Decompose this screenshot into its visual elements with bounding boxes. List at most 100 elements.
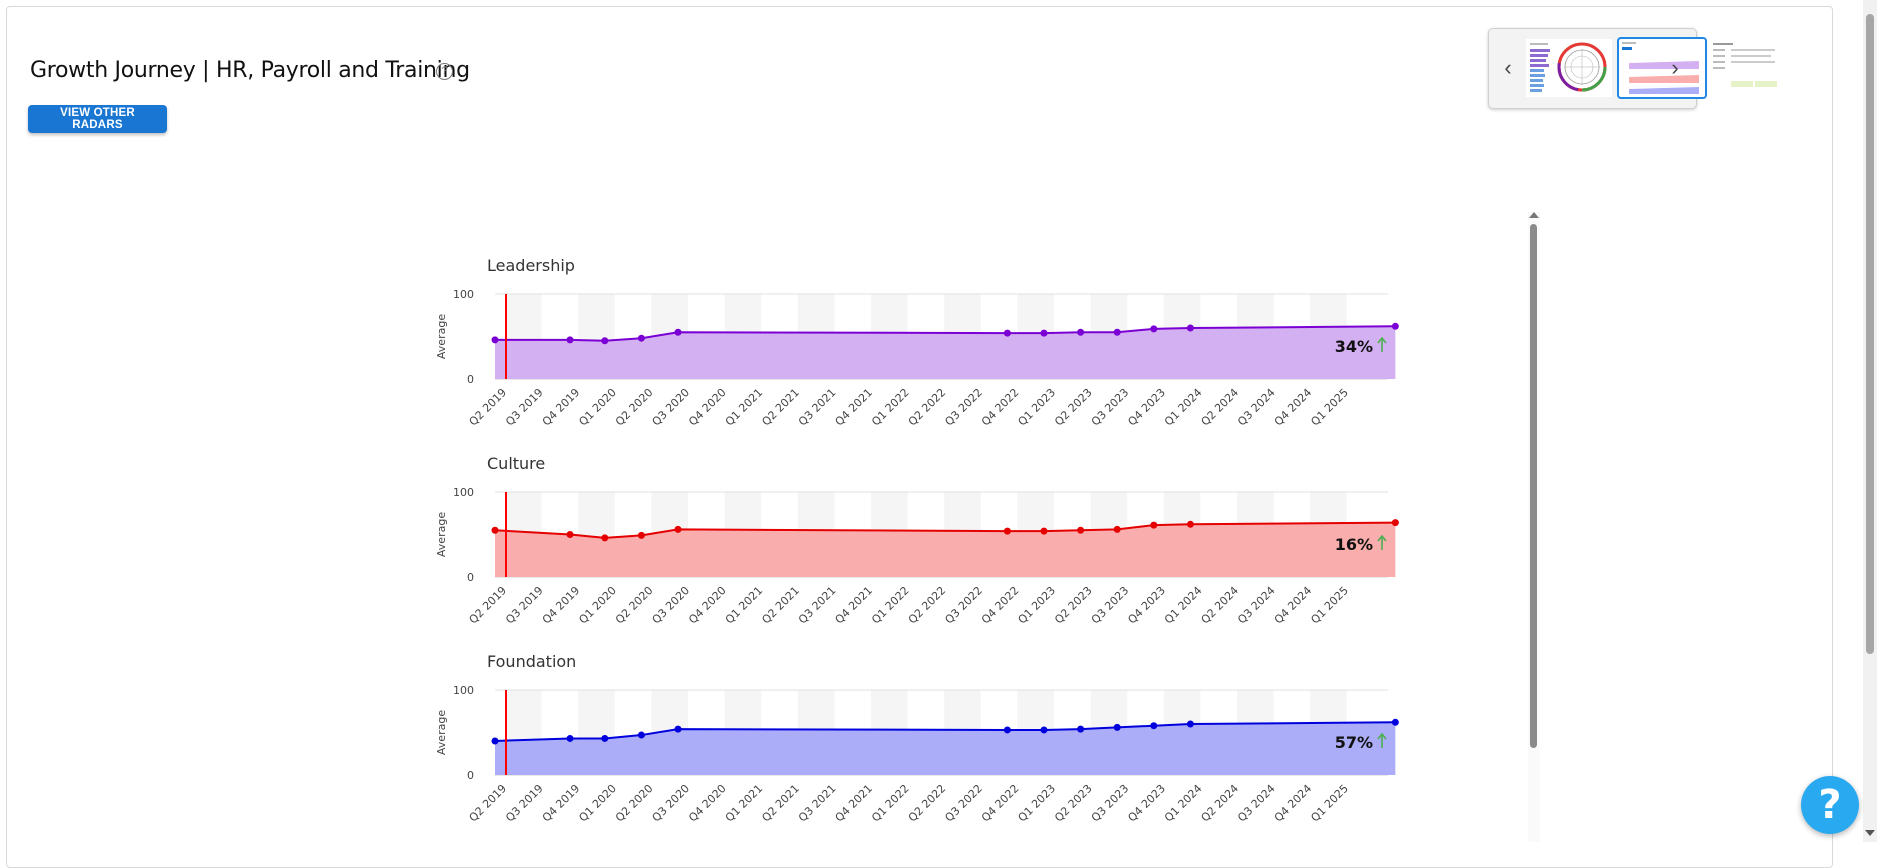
- scroll-down-icon[interactable]: [1865, 830, 1875, 836]
- x-tick-label: Q2 2020: [613, 386, 656, 429]
- data-point: [491, 526, 499, 534]
- chart-title: Culture: [487, 454, 545, 473]
- data-point: [1391, 519, 1399, 527]
- x-tick-label: Q1 2024: [1162, 782, 1205, 825]
- data-point: [601, 734, 609, 742]
- thumbnail-radar-overview[interactable]: [1526, 39, 1612, 97]
- data-point: [1040, 329, 1048, 337]
- radar-carousel: ‹: [1488, 28, 1781, 109]
- x-tick-label: Q3 2024: [1235, 584, 1278, 627]
- x-tick-label: Q4 2022: [979, 782, 1022, 825]
- x-tick-label: Q4 2019: [540, 386, 583, 429]
- x-tick-label: Q4 2023: [1125, 386, 1168, 429]
- x-tick-label: Q2 2019: [467, 584, 510, 627]
- x-tick-label: Q3 2022: [942, 782, 985, 825]
- x-tick-label: Q3 2019: [503, 386, 546, 429]
- x-tick-label: Q3 2021: [796, 782, 839, 825]
- x-tick-label: Q1 2020: [576, 782, 619, 825]
- series-line: [495, 325, 1396, 342]
- x-tick-label: Q3 2020: [650, 386, 693, 429]
- growth-thumbnail-image: [1622, 42, 1699, 94]
- help-icon[interactable]: ?: [436, 63, 453, 80]
- x-tick-label: Q2 2021: [759, 584, 802, 627]
- arrow-up-icon: [1377, 534, 1387, 542]
- x-tick-label: Q1 2023: [1016, 584, 1059, 627]
- chevron-left-icon[interactable]: ‹: [1504, 55, 1512, 80]
- x-tick-label: Q2 2022: [906, 386, 949, 429]
- chart-title: Foundation: [487, 652, 576, 671]
- x-tick-label: Q3 2021: [796, 386, 839, 429]
- x-tick-label: Q3 2020: [650, 782, 693, 825]
- data-point: [674, 725, 682, 733]
- x-tick-label: Q1 2020: [576, 386, 619, 429]
- change-percentage: 57%: [1335, 733, 1373, 752]
- x-tick-label: Q3 2023: [1089, 782, 1132, 825]
- data-point: [1003, 527, 1011, 535]
- data-point: [1040, 527, 1048, 535]
- x-tick-label: Q1 2024: [1162, 386, 1205, 429]
- x-tick-label: Q1 2022: [869, 386, 912, 429]
- page-title: Growth Journey | HR, Payroll and Trainin…: [30, 58, 470, 83]
- x-tick-label: Q3 2024: [1235, 386, 1278, 429]
- chevron-right-icon[interactable]: ›: [1671, 55, 1679, 80]
- x-tick-label: Q1 2021: [723, 782, 766, 825]
- x-tick-label: Q2 2024: [1199, 782, 1242, 825]
- data-point: [566, 531, 574, 538]
- data-point: [1113, 328, 1121, 336]
- x-tick-label: Q4 2024: [1272, 782, 1315, 825]
- x-tick-label: Q3 2021: [796, 584, 839, 627]
- data-point: [637, 334, 645, 342]
- y-axis-label: Average: [435, 710, 448, 755]
- x-tick-label: Q4 2020: [686, 386, 729, 429]
- x-tick-label: Q2 2019: [467, 782, 510, 825]
- help-fab-button[interactable]: ?: [1801, 776, 1859, 834]
- x-tick-label: Q2 2020: [613, 782, 656, 825]
- x-tick-label: Q2 2021: [759, 386, 802, 429]
- series-area: [495, 326, 1396, 379]
- scroll-up-icon[interactable]: [1529, 212, 1539, 218]
- x-tick-label: Q4 2022: [979, 584, 1022, 627]
- data-point: [1186, 520, 1194, 528]
- x-tick-label: Q2 2022: [906, 782, 949, 825]
- data-point: [1113, 525, 1121, 533]
- data-point: [674, 328, 682, 336]
- page-scrollbar-thumb[interactable]: [1866, 14, 1874, 654]
- x-tick-label: Q4 2019: [540, 782, 583, 825]
- data-point: [1186, 324, 1194, 332]
- data-point: [1113, 723, 1121, 731]
- thumbnail-details[interactable]: [1711, 39, 1781, 97]
- charts-scrollbar-thumb[interactable]: [1530, 224, 1537, 748]
- data-point: [637, 731, 645, 739]
- page-scrollbar[interactable]: [1863, 0, 1877, 842]
- x-tick-label: Q3 2023: [1089, 386, 1132, 429]
- x-tick-label: Q1 2021: [723, 386, 766, 429]
- data-point: [601, 337, 609, 345]
- x-tick-label: Q1 2023: [1016, 782, 1059, 825]
- thumbnail-growth-journey[interactable]: [1617, 37, 1707, 99]
- data-point: [1003, 726, 1011, 734]
- data-point: [637, 531, 645, 539]
- x-tick-label: Q1 2023: [1016, 386, 1059, 429]
- x-tick-label: Q1 2021: [723, 584, 766, 627]
- data-point: [491, 336, 499, 344]
- x-tick-label: Q4 2023: [1125, 782, 1168, 825]
- charts-scrollbar[interactable]: [1528, 212, 1540, 842]
- x-tick-label: Q2 2021: [759, 782, 802, 825]
- x-tick-label: Q4 2024: [1272, 584, 1315, 627]
- x-tick-label: Q2 2022: [906, 584, 949, 627]
- data-point: [1391, 718, 1399, 726]
- data-point: [1150, 325, 1158, 333]
- data-point: [1150, 521, 1158, 529]
- data-point: [1077, 725, 1085, 733]
- data-point: [1003, 329, 1011, 337]
- data-point: [1077, 526, 1085, 534]
- x-tick-label: Q1 2022: [869, 584, 912, 627]
- arrow-up-icon: [1377, 336, 1387, 344]
- x-tick-label: Q2 2023: [1052, 584, 1095, 627]
- view-other-radars-button[interactable]: VIEW OTHER RADARS: [28, 105, 167, 133]
- x-tick-label: Q4 2021: [833, 584, 876, 627]
- arrow-up-icon: [1377, 732, 1387, 740]
- x-tick-label: Q2 2019: [467, 386, 510, 429]
